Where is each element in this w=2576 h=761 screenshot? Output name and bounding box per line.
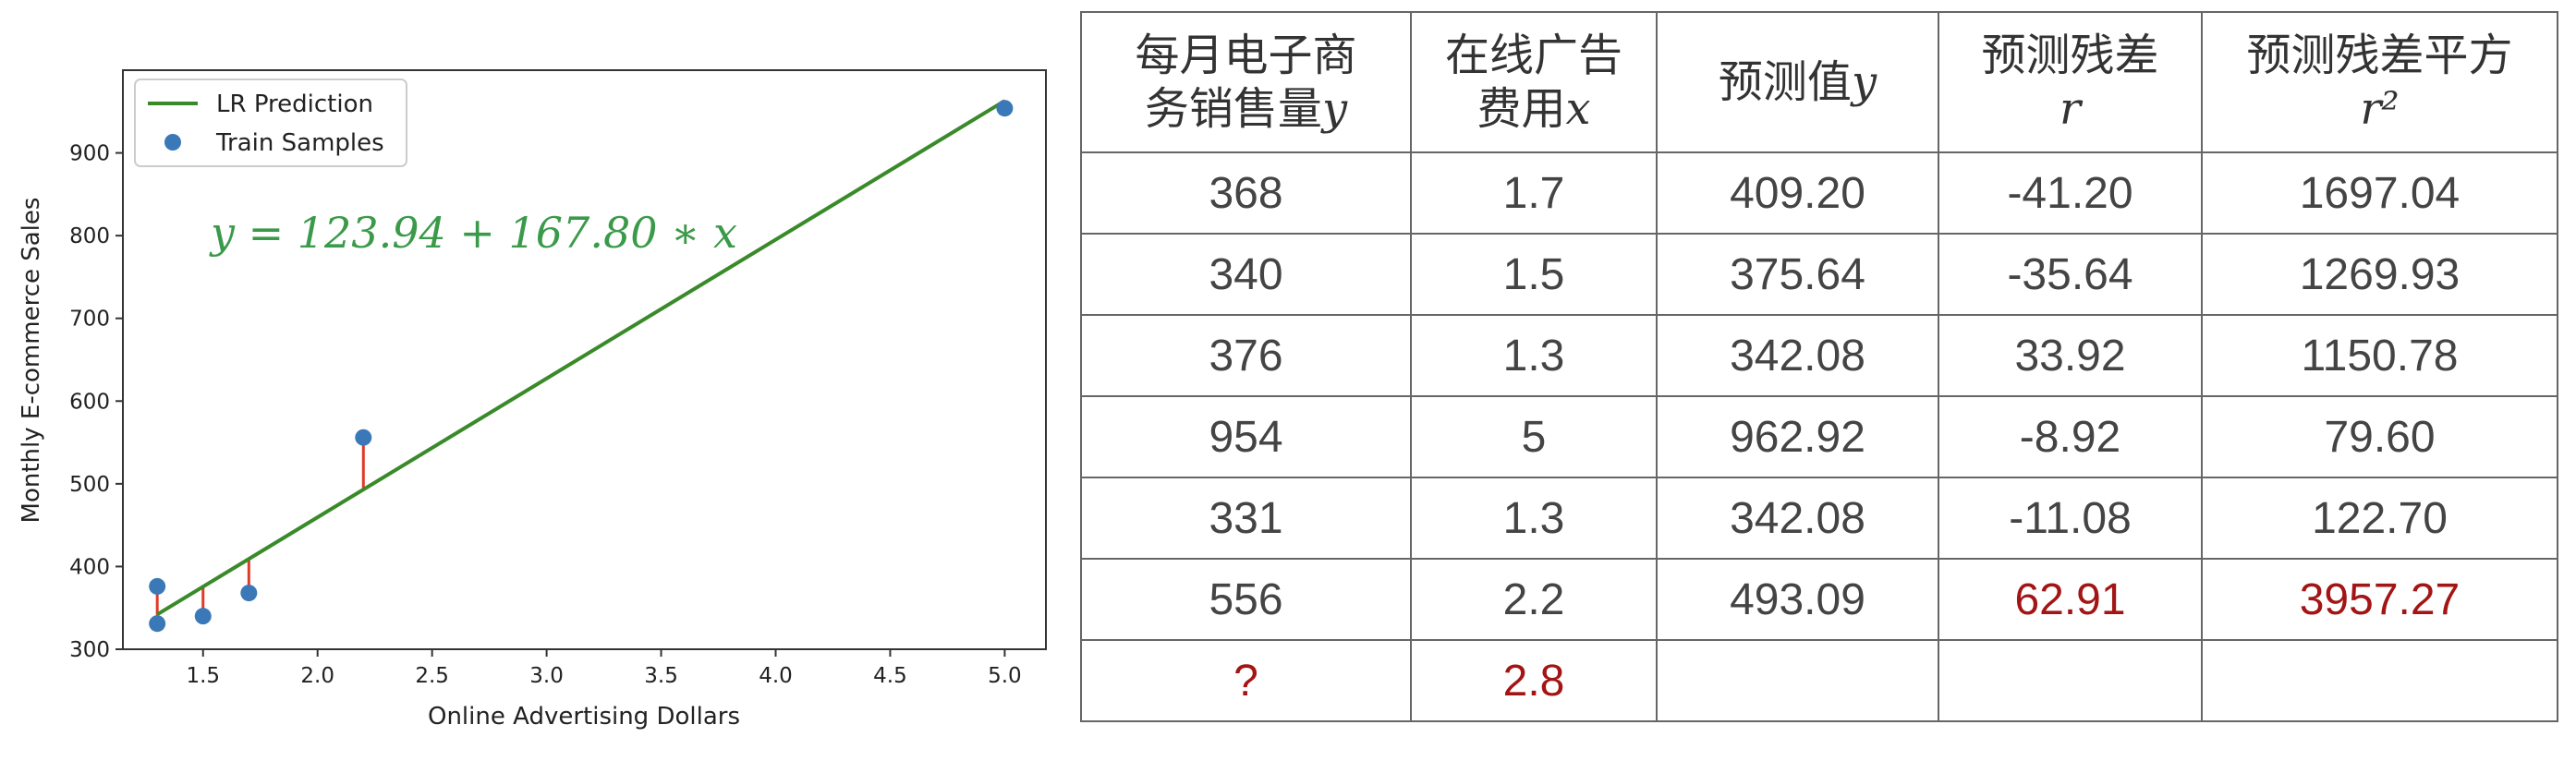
table-cell: 342.08 [1656,314,1939,397]
table-cell: 1269.93 [2201,233,2558,316]
table-cell: 2.8 [1410,639,1658,722]
data-points [149,100,1014,633]
table-cell [1938,639,2203,722]
table-cell: 409.20 [1656,151,1939,235]
table-cell: 1.7 [1410,151,1658,235]
data-point [149,615,166,633]
table-row: 340 1.5 375.64 -35.64 1269.93 [1080,233,2558,316]
table-cell: -11.08 [1938,477,2203,560]
y-tick-label: 900 [69,142,110,166]
table-row: 556 2.2 493.09 62.91 3957.27 [1080,558,2558,641]
y-axis-label: Monthly E-commerce Sales [18,198,45,524]
header-monthly-sales: 每月电子商 务销售量y [1080,11,1412,153]
x-tick-label: 2.5 [415,664,449,688]
data-point [996,100,1014,117]
data-point [355,429,372,446]
x-tick-label: 3.0 [529,664,564,688]
table-cell: 1697.04 [2201,151,2558,235]
regression-line [156,99,1006,617]
x-tick-label: 4.5 [873,664,907,688]
table-cell: 340 [1080,233,1412,316]
table-cell: 122.70 [2201,477,2558,560]
table-cell [2201,639,2558,722]
table-cell: -8.92 [1938,395,2203,478]
y-tick-label: 300 [69,638,110,662]
y-tick-label: 400 [69,555,110,579]
x-ticks: 1.5 2.0 2.5 3.0 3.5 4.0 4.5 5.0 [186,649,1022,688]
table-cell: 3957.27 [2201,558,2558,641]
x-tick-label: 3.5 [644,664,678,688]
legend-entry-lr-prediction: LR Prediction [216,91,373,118]
table-cell: 954 [1080,395,1412,478]
y-tick-label: 500 [69,473,110,497]
x-tick-label: 5.0 [988,664,1022,688]
y-tick-label: 600 [69,390,110,414]
table-cell: 376 [1080,314,1412,397]
chart-svg: 300 400 500 600 700 800 900 1.5 2.0 2.5 3.0 3.5 4.0… [18,69,1047,731]
table-cell: 1.3 [1410,314,1658,397]
table-row: 954 5 962.92 -8.92 79.60 [1080,395,2558,478]
table-cell: 5 [1410,395,1658,478]
table-cell: 2.2 [1410,558,1658,641]
table-cell: 33.92 [1938,314,2203,397]
table-row: ? 2.8 [1080,639,2558,722]
table-header-row: 每月电子商 务销售量y 在线广告 费用x 预测值y 预测残差 r 预测残差平方 r² [1080,11,2558,153]
x-tick-label: 2.0 [300,664,334,688]
legend: LR Prediction Train Samples [134,79,407,167]
y-ticks: 300 400 500 600 700 800 900 [69,142,123,662]
prediction-table: 每月电子商 务销售量y 在线广告 费用x 预测值y 预测残差 r 预测残差平方 r² 3… [1080,11,2558,722]
data-point [194,608,212,625]
table-cell: 1.5 [1410,233,1658,316]
header-residual-squared: 预测残差平方 r² [2201,11,2558,153]
table-row: 368 1.7 409.20 -41.20 1697.04 [1080,151,2558,235]
x-tick-label: 4.0 [759,664,793,688]
table-cell: ? [1080,639,1412,722]
regression-equation: y = 123.94 + 167.80 ∗ x [209,208,737,258]
regression-chart: 300 400 500 600 700 800 900 1.5 2.0 2.5 3.0 3.5 4.0… [0,0,1072,761]
table-cell: 1150.78 [2201,314,2558,397]
header-residual: 预测残差 r [1938,11,2203,153]
table-cell: -41.20 [1938,151,2203,235]
y-tick-label: 700 [69,308,110,332]
table-cell: 79.60 [2201,395,2558,478]
legend-box [134,79,407,167]
header-predicted: 预测值y [1656,11,1939,153]
table-cell [1656,639,1939,722]
table-cell: 556 [1080,558,1412,641]
table-cell: 62.91 [1938,558,2203,641]
header-ad-spend: 在线广告 费用x [1410,11,1658,153]
table-cell: -35.64 [1938,233,2203,316]
table-row: 376 1.3 342.08 33.92 1150.78 [1080,314,2558,397]
legend-entry-train-samples: Train Samples [215,129,384,157]
table-cell: 368 [1080,151,1412,235]
table-row: 331 1.3 342.08 -11.08 122.70 [1080,477,2558,560]
data-point [149,577,166,595]
residual-table: 每月电子商 务销售量y 在线广告 费用x 预测值y 预测残差 r 预测残差平方 r² 3… [1080,11,2558,722]
x-tick-label: 1.5 [186,664,220,688]
data-point [240,585,258,602]
y-tick-label: 800 [69,224,110,248]
table-cell: 1.3 [1410,477,1658,560]
legend-point-swatch [164,134,181,151]
x-axis-label: Online Advertising Dollars [428,703,740,731]
table-cell: 342.08 [1656,477,1939,560]
table-cell: 331 [1080,477,1412,560]
table-cell: 375.64 [1656,233,1939,316]
table-cell: 962.92 [1656,395,1939,478]
table-cell: 493.09 [1656,558,1939,641]
